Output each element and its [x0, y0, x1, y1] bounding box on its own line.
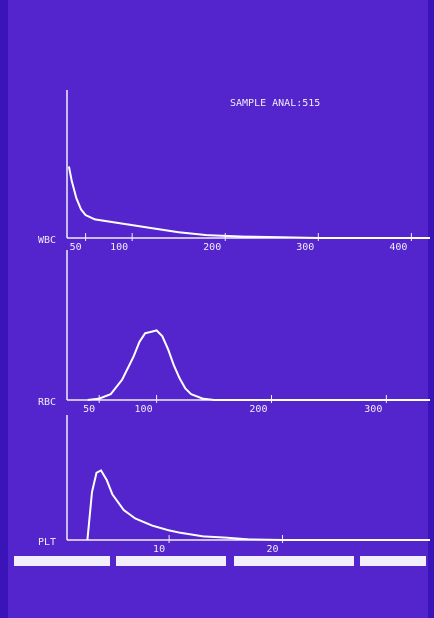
x-tick-label: 50	[70, 242, 82, 253]
histogram-label: RBC	[38, 397, 56, 408]
x-tick-label: 50	[83, 404, 95, 415]
footer-row	[14, 556, 426, 566]
screen: SAMPLE ANAL:515 WBC 50 100 200 300 400 RBC 50 10…	[0, 0, 434, 618]
x-tick-label: 100	[110, 242, 128, 253]
x-tick-label: 10	[153, 544, 165, 555]
x-tick-label: 200	[203, 242, 221, 253]
x-tick-label: 300	[364, 404, 382, 415]
x-tick-label: 20	[266, 544, 278, 555]
page: {"screen_title": "SAMPLE ANAL:515", "cha…	[0, 0, 434, 618]
histogram-label: WBC	[38, 235, 56, 246]
x-tick-label: 400	[389, 242, 407, 253]
screen-title: SAMPLE ANAL:515	[230, 98, 320, 109]
x-tick-label: 100	[135, 404, 153, 415]
x-tick-label: 200	[249, 404, 267, 415]
histogram-label: PLT	[38, 537, 56, 548]
x-tick-label: 300	[296, 242, 314, 253]
display-background	[8, 0, 428, 618]
